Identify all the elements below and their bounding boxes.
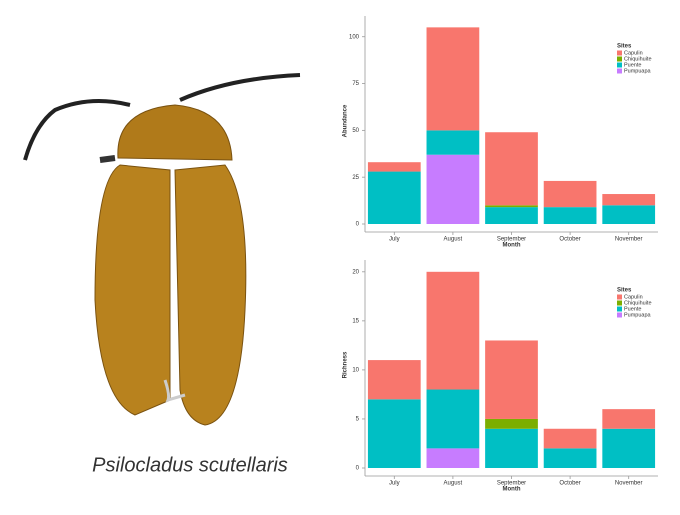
- legend-swatch: [617, 56, 622, 62]
- y-tick-label: 0: [356, 222, 360, 228]
- y-tick-label: 10: [352, 367, 359, 373]
- beetle-photo: [23, 73, 301, 426]
- bar-segment: [543, 207, 597, 224]
- legend-label: Pumpuapa: [624, 312, 652, 318]
- bar-segment: [426, 389, 480, 449]
- x-tick-label: September: [497, 481, 526, 487]
- y-tick-label: 0: [356, 466, 360, 472]
- y-tick-label: 100: [349, 34, 360, 40]
- bar-segment: [543, 428, 597, 449]
- bar-segment: [485, 428, 538, 468]
- bar-segment: [602, 194, 656, 206]
- legend-swatch: [617, 62, 622, 68]
- bar-segment: [485, 340, 538, 419]
- legend-swatch: [617, 68, 622, 74]
- bar-segment: [602, 409, 656, 429]
- bar-segment: [485, 132, 538, 206]
- x-axis-label: Month: [503, 487, 521, 493]
- bar-segment: [426, 27, 480, 131]
- caption: Psilocladus scutellaris: [92, 454, 288, 476]
- y-tick-label: 15: [352, 318, 359, 324]
- bar-segment: [485, 207, 538, 224]
- bar-segment: [543, 180, 597, 208]
- bar-segment: [426, 130, 480, 155]
- x-tick-label: November: [615, 237, 643, 243]
- bar-segment: [602, 205, 656, 224]
- legend-label: Capulin: [624, 50, 643, 56]
- bar-segment: [367, 171, 421, 224]
- bar-segment: [485, 205, 538, 208]
- bar-segment: [602, 428, 656, 468]
- x-tick-label: October: [559, 481, 580, 487]
- x-tick-label: October: [559, 237, 580, 243]
- legend-swatch: [617, 50, 622, 56]
- legend-label: Puente: [624, 306, 641, 312]
- legend-label: Puente: [624, 62, 641, 68]
- legend-label: Chiquihuite: [624, 56, 652, 62]
- bar-segment: [367, 360, 421, 400]
- x-axis-label: Month: [503, 243, 521, 249]
- bar-segment: [543, 448, 597, 468]
- x-tick-label: July: [389, 481, 400, 487]
- x-tick-label: July: [389, 237, 400, 243]
- bar-segment: [367, 399, 421, 468]
- legend-swatch: [617, 300, 622, 306]
- x-tick-label: August: [444, 481, 463, 487]
- legend-label: Capulin: [624, 294, 643, 300]
- bar-segment: [426, 154, 480, 224]
- y-tick-label: 25: [352, 175, 359, 181]
- legend-title: Sites: [617, 288, 632, 294]
- y-axis-label: Abundance: [343, 104, 349, 137]
- x-tick-label: August: [444, 237, 463, 243]
- bar-segment: [485, 418, 538, 429]
- legend-label: Chiquihuite: [624, 300, 652, 306]
- y-tick-label: 20: [352, 269, 359, 275]
- bar-segment: [367, 162, 421, 172]
- y-tick-label: 75: [352, 81, 359, 87]
- legend-swatch: [617, 294, 622, 300]
- bar-segment: [426, 448, 480, 468]
- bar-segment: [426, 271, 480, 390]
- legend-swatch: [617, 306, 622, 312]
- y-axis-label: Richness: [343, 351, 349, 378]
- legend-label: Pumpuapa: [624, 68, 652, 74]
- legend-swatch: [617, 312, 622, 318]
- x-tick-label: November: [615, 481, 643, 487]
- legend-title: Sites: [617, 44, 632, 50]
- y-tick-label: 50: [352, 128, 359, 134]
- x-tick-label: September: [497, 237, 526, 243]
- y-tick-label: 5: [356, 417, 360, 423]
